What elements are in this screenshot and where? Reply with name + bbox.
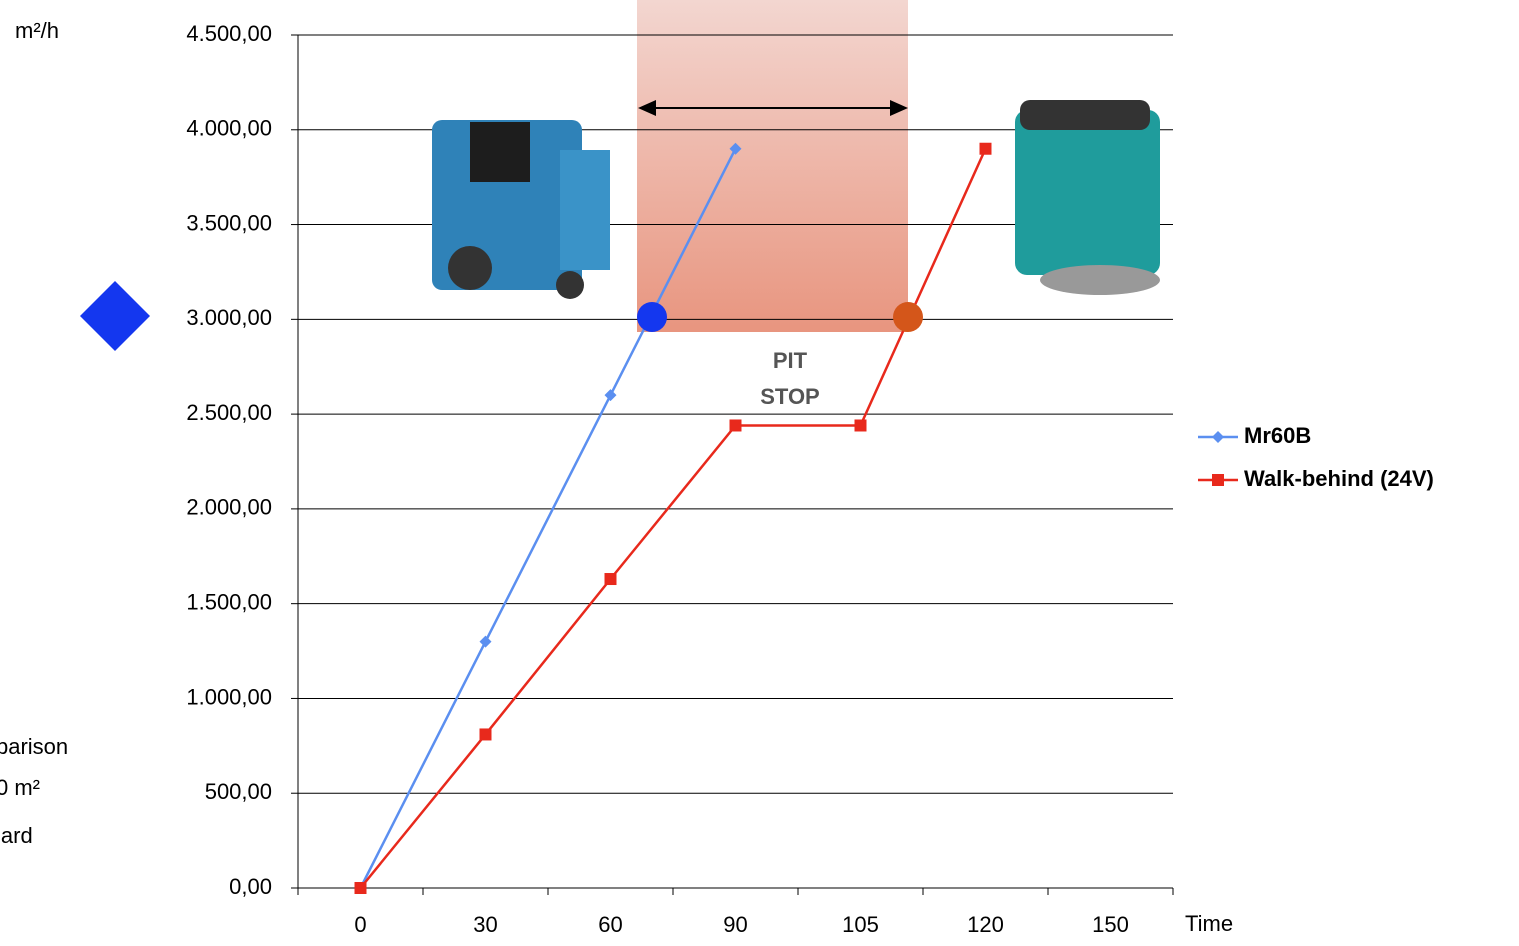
highlight-dot <box>893 302 923 332</box>
y-tick-label: 0,00 <box>229 874 272 899</box>
marker <box>604 573 617 586</box>
marker <box>604 389 617 402</box>
marker <box>1212 474 1224 486</box>
marker <box>854 419 867 432</box>
y-tick-label: 4.000,00 <box>186 116 272 141</box>
y-tick-label: 2.000,00 <box>186 495 272 520</box>
x-tick-label: 60 <box>598 912 622 937</box>
legend-label: Mr60B <box>1244 423 1311 448</box>
x-axis-label: Time <box>1185 911 1233 936</box>
marker <box>979 142 992 155</box>
diamond-icon <box>80 281 150 351</box>
y-tick-label: 3.500,00 <box>186 210 272 235</box>
y-tick-label: 2.500,00 <box>186 400 272 425</box>
arrow <box>638 100 908 116</box>
y-tick-label: 1.500,00 <box>186 589 272 614</box>
marker <box>729 142 742 155</box>
y-axis-label: m²/h <box>15 18 59 43</box>
x-tick-label: 30 <box>473 912 497 937</box>
y-tick-label: 1.000,00 <box>186 684 272 709</box>
pit-stop-zone <box>637 0 908 332</box>
x-tick-label: 90 <box>723 912 747 937</box>
x-tick-label: 150 <box>1092 912 1129 937</box>
y-tick-label: 4.500,00 <box>186 21 272 46</box>
side-text: 0 m² <box>0 775 40 800</box>
x-tick-label: 120 <box>967 912 1004 937</box>
y-tick-label: 500,00 <box>205 779 272 804</box>
legend-label: Walk-behind (24V) <box>1244 466 1434 491</box>
side-text: lard <box>0 823 33 848</box>
x-tick-label: 0 <box>354 912 366 937</box>
annotation: STOP <box>760 384 820 409</box>
walk-behind-machine-image <box>1015 100 1160 295</box>
highlight-dot <box>637 302 667 332</box>
x-tick-label: 105 <box>842 912 879 937</box>
side-text: parison <box>0 734 68 759</box>
series-line <box>359 148 987 889</box>
plot: Mr60B Walk-behind (24V) <box>354 142 1434 894</box>
series-line <box>359 148 737 889</box>
marker <box>1212 431 1224 443</box>
marker <box>479 635 492 648</box>
ride-on-machine-image <box>432 120 610 299</box>
y-tick-label: 3.000,00 <box>186 305 272 330</box>
marker <box>354 882 367 894</box>
marker <box>479 728 492 741</box>
marker <box>729 419 742 432</box>
annotation: PIT <box>773 348 808 373</box>
